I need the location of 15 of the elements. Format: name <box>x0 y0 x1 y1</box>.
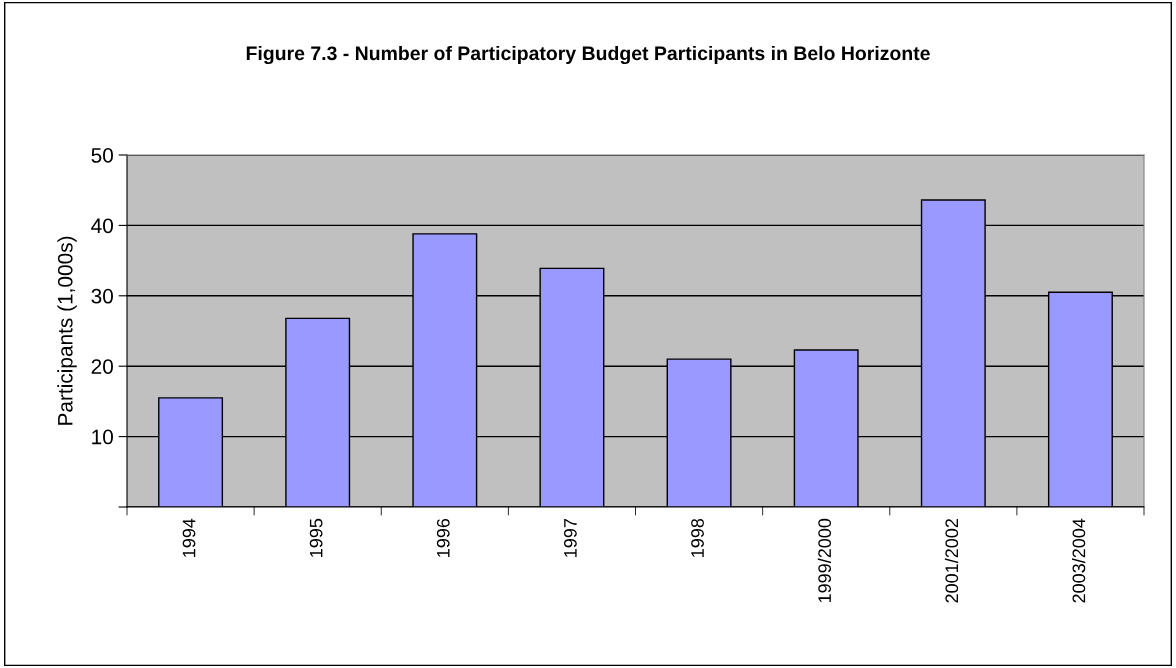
y-tick-label: 50 <box>91 148 113 163</box>
x-tick-label: 1997 <box>564 519 577 557</box>
y-tick-label: 20 <box>91 359 113 374</box>
y-tick-label: 30 <box>91 288 113 304</box>
x-tick-label: 1996 <box>436 518 450 557</box>
x-tick-label: 1995 <box>309 518 323 557</box>
x-tick-label: 2003/2004 <box>1072 518 1086 603</box>
x-tick-label: 1998 <box>691 518 704 557</box>
y-axis-title: Participants (1,000s) <box>57 236 77 425</box>
chart-title: Figure 7.3 - Number of Participatory Budget Participants in Belo Horizonte <box>246 45 930 65</box>
y-tick-label: 40 <box>91 218 113 234</box>
x-tick-label: 2001/2002 <box>944 519 959 603</box>
x-tick-label: 1999/2000 <box>817 518 832 603</box>
y-tick-label: 10 <box>92 429 113 445</box>
x-tick-label: 1994 <box>182 518 196 557</box>
